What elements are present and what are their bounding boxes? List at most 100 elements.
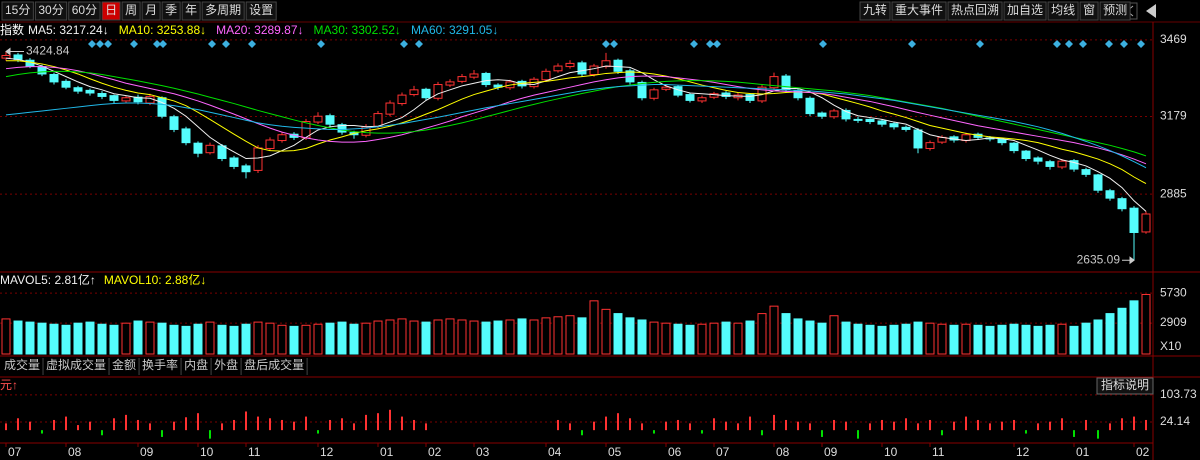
volume-bar [805,320,815,355]
toolbar-button-bg[interactable] [891,1,947,21]
indicator-bar [77,425,79,431]
toolbar-button[interactable]: 60分 [72,3,97,17]
candle-body [457,76,467,82]
toolbar-button[interactable]: 月 [145,3,157,17]
toolbar-button[interactable]: 预测 [1103,3,1127,17]
candle-body [325,115,335,125]
volume-bar [853,323,863,355]
x-tick-label: 03 [476,445,490,459]
toolbar-button-bg[interactable] [859,1,891,21]
volume-bar [745,320,755,355]
toolbar-button-bg[interactable] [34,1,68,21]
indicator-bar [1133,416,1135,431]
toolbar-button-bg[interactable] [181,1,201,21]
candle-body [85,89,95,94]
indicator-bar [713,418,715,431]
volume-bar [469,320,479,355]
toolbar-button[interactable]: 多周期 [205,3,241,17]
toolbar-button-bg[interactable] [68,1,101,21]
icon-collapse[interactable] [1146,4,1156,18]
toolbar-button[interactable]: 周 [125,3,137,17]
toolbar-button[interactable]: 季 [165,3,177,17]
indicator-bar [653,430,655,434]
candle-body [493,84,503,88]
volume-bar [613,313,623,355]
volume-bar [733,322,743,355]
toolbar-button[interactable]: 设置 [249,3,273,17]
x-tick-label: 05 [608,445,622,459]
toolbar-button[interactable]: 窗 [1083,3,1095,17]
candle-body [277,134,287,142]
toolbar-button[interactable]: 均线 [1051,3,1075,17]
toolbar-button[interactable]: 重大事件 [895,3,943,17]
legend-entry: MAVOL5: 2.81亿↑ [0,272,96,287]
indicator-bar [773,414,775,431]
toolbar-button-bg[interactable] [1099,1,1131,21]
volume-bar [373,320,383,355]
indicator-tab[interactable]: 金额 [112,357,136,372]
x-tick-label: 10 [200,445,214,459]
volume-bar [697,323,707,355]
volume-bar [649,321,659,355]
volume-bar [601,308,611,355]
toolbar-button-bg[interactable] [245,1,277,21]
toolbar-button[interactable]: 九转 [863,2,887,17]
volume-bar [481,321,491,355]
volume-bar [37,322,47,355]
volume-bar [553,316,563,355]
indicator-bar [581,430,583,436]
toolbar-button-bg[interactable] [1079,1,1099,21]
index-label: 指数 [0,22,24,37]
candle-body [73,87,83,92]
candle-body [49,73,59,83]
volume-bar [445,318,455,355]
candle-body [805,97,815,115]
toolbar-button[interactable]: 日 [105,3,117,17]
candle-body [1093,174,1103,191]
volume-bar [817,322,827,355]
indicator-tab[interactable]: 换手率 [142,357,178,372]
y-tick-label: 3179 [1160,109,1187,123]
toolbar-button-bg[interactable] [1003,1,1047,21]
volume-bar [433,319,443,355]
indicator-bar [785,419,787,431]
volume-bar [145,321,155,355]
toolbar-button[interactable]: 热点回溯 [951,2,999,17]
volume-bar [1057,323,1067,355]
toolbar-button-bg[interactable] [141,1,161,21]
candle-body [541,70,551,81]
indicator-tab[interactable]: 盘后成交量 [244,357,304,372]
indicator-button[interactable]: 指标说明 [1101,377,1149,392]
volume-bar [241,323,251,355]
x-tick-label: 02 [1136,445,1150,459]
toolbar-button-bg[interactable] [101,1,121,21]
volume-bar [637,319,647,355]
indicator-bar [1073,430,1075,437]
volume-bar [829,315,839,355]
toolbar-button-bg[interactable] [1,1,34,21]
toolbar-button-bg[interactable] [161,1,181,21]
volume-bar [61,324,71,355]
toolbar-button-bg[interactable] [121,1,141,21]
indicator-tab[interactable]: 内盘 [184,357,208,372]
toolbar-button-bg[interactable] [201,1,245,21]
x-tick-label: 06 [668,445,682,459]
candle-body [925,142,935,149]
indicator-tab[interactable]: 外盘 [214,357,238,372]
indicator-tab[interactable]: 虚拟成交量 [46,357,106,372]
volume-bar [421,321,431,355]
toolbar-button[interactable]: 15分 [5,3,30,17]
toolbar-button-bg[interactable] [947,1,1003,21]
y-tick-label: 2909 [1160,315,1187,329]
toolbar-button[interactable]: 30分 [38,3,63,17]
indicator-bar [149,423,151,431]
x-tick-label: 07 [716,445,730,459]
toolbar-button[interactable]: 年 [185,3,197,17]
indicator-button-bg[interactable] [1096,377,1154,395]
toolbar-button[interactable]: 加自选 [1007,3,1043,17]
toolbar-button-bg[interactable] [1047,1,1079,21]
volume-bar [253,321,263,355]
indicator-bar [221,423,223,431]
indicator-tab[interactable]: 成交量 [4,357,40,372]
